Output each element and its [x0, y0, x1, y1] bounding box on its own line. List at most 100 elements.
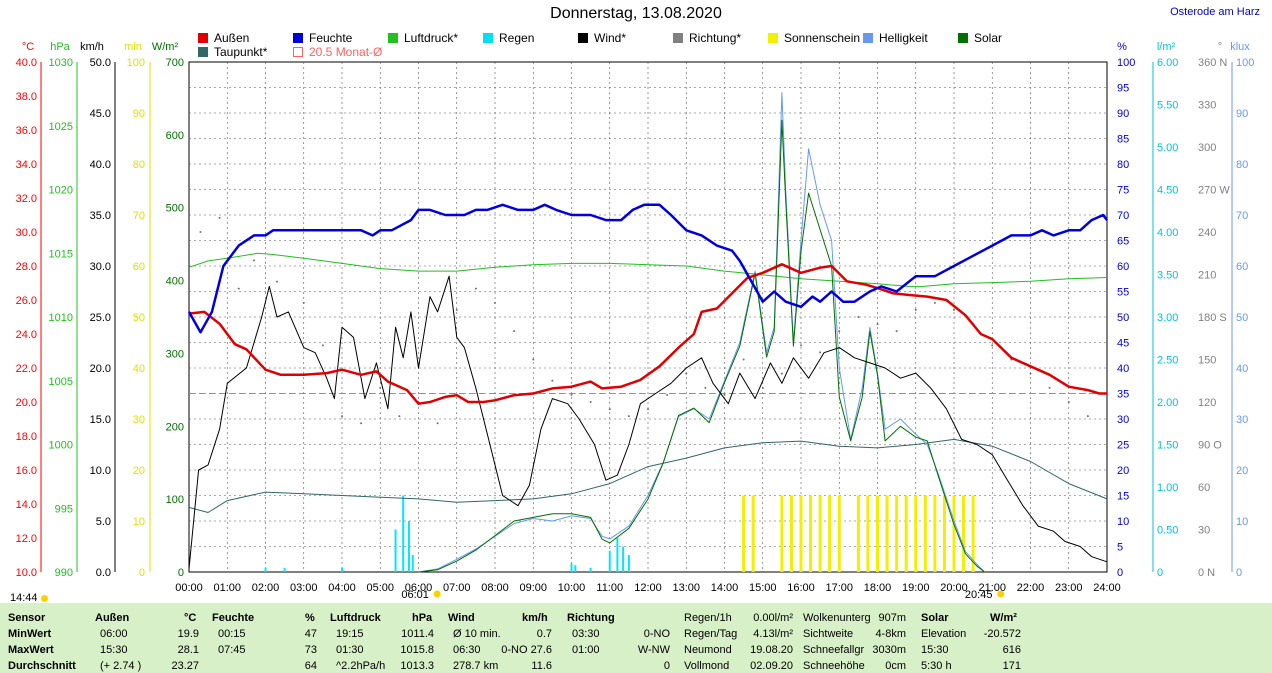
- bar-regen: [411, 555, 414, 572]
- axis-humidity-tick: 30: [1117, 414, 1129, 426]
- legend-swatch: [673, 33, 683, 43]
- bar-regen: [402, 495, 405, 572]
- axis-wind-tick: 45.0: [90, 108, 111, 120]
- x-tick-label: 10:00: [558, 582, 586, 594]
- point-richtung: [857, 316, 860, 318]
- bar-sonnenschein: [904, 495, 908, 572]
- sunrise-label: 06:01: [401, 589, 429, 600]
- bar-sonnenschein: [895, 495, 899, 572]
- sunset-sun-icon: [997, 590, 1005, 598]
- point-richtung: [991, 344, 994, 347]
- legend-label: Wind*: [594, 31, 627, 45]
- axis-humidity-tick: 10: [1117, 516, 1129, 528]
- x-tick-label: 03:00: [290, 582, 318, 594]
- stats-aussen-time: 06:00: [100, 628, 128, 640]
- axis-sunmin-unit: min: [124, 41, 142, 53]
- stats-wolken-value: 0cm: [885, 660, 906, 672]
- axis-rain-tick: 4.00: [1157, 227, 1178, 239]
- legend-item: Luftdruck*: [388, 31, 458, 45]
- legend-item: Taupunkt*: [198, 45, 267, 59]
- point-richtung: [589, 401, 592, 403]
- axis-humidity-tick: 25: [1117, 440, 1129, 452]
- axis-wind-tick: 0.0: [96, 567, 111, 579]
- bar-regen: [574, 565, 577, 572]
- point-richtung: [218, 216, 221, 219]
- series-line-wind: [188, 275, 1108, 569]
- bar-sonnenschein: [962, 495, 966, 572]
- stats-header-sensor: Sensor: [8, 612, 46, 624]
- point-richtung: [1048, 386, 1051, 389]
- point-richtung: [1029, 372, 1032, 375]
- x-tick-label: 02:00: [252, 582, 280, 594]
- bar-regen: [627, 555, 630, 572]
- axis-temp-tick: 38.0: [16, 91, 37, 103]
- station-link[interactable]: Osterode am Harz: [1170, 6, 1260, 18]
- x-tick-label: 22:00: [1017, 582, 1045, 594]
- axis-brightness-tick: 90: [1236, 108, 1248, 120]
- stats-aussen-value: 23.27: [171, 660, 199, 672]
- x-tick-label: 08:00: [481, 582, 509, 594]
- legend-label: Helligkeit: [879, 31, 928, 45]
- axis-wind-tick: 30.0: [90, 261, 111, 273]
- bar-regen: [570, 563, 573, 572]
- axis-rain-tick: 3.50: [1157, 270, 1178, 282]
- legend-label: Feuchte: [309, 31, 353, 45]
- axis-temp-tick: 36.0: [16, 125, 37, 137]
- axis-wind-tick: 25.0: [90, 312, 111, 324]
- stats-header-wind: Wind: [448, 612, 475, 624]
- point-richtung: [933, 301, 936, 304]
- axis-solar-tick: 600: [166, 130, 184, 142]
- axis-direction-tick: 210: [1198, 270, 1216, 282]
- axis-temp-tick: 22.0: [16, 363, 37, 375]
- bar-sonnenschein: [952, 495, 956, 572]
- point-richtung: [532, 358, 535, 361]
- bar-sonnenschein: [876, 495, 879, 572]
- axis-brightness-tick: 30: [1236, 414, 1248, 426]
- stats-solar-value: 171: [1002, 660, 1021, 672]
- series-line-außen: [188, 263, 1107, 405]
- axis-solar-tick: 500: [166, 203, 184, 215]
- axis-pressure-tick: 1005: [49, 376, 73, 388]
- axis-sunmin-tick: 80: [133, 159, 145, 171]
- x-tick-label: 20:00: [940, 582, 968, 594]
- axis-direction-unit: °: [1218, 41, 1222, 53]
- stats-aussen-value: 28.1: [177, 644, 199, 656]
- axis-direction-tick: 330: [1198, 100, 1216, 112]
- axis-sunmin-tick: 100: [127, 57, 145, 69]
- bar-sonnenschein: [799, 495, 803, 572]
- axis-pressure-tick: 1030: [49, 57, 73, 69]
- axis-brightness-tick: 100: [1236, 57, 1254, 69]
- stats-header-druck-unit: hPa: [412, 612, 433, 624]
- legend-item: Wind*: [578, 31, 626, 45]
- axis-temp-tick: 16.0: [16, 465, 37, 477]
- axis-rain-tick: 1.00: [1157, 482, 1178, 494]
- axis-temp-tick: 30.0: [16, 227, 37, 239]
- axis-direction-tick: 270 W: [1198, 185, 1230, 197]
- legend-swatch: [578, 33, 588, 43]
- legend-swatch: [198, 47, 208, 57]
- axis-temp-tick: 32.0: [16, 193, 37, 205]
- axis-rain-tick: 1.50: [1157, 440, 1178, 452]
- stats-feuchte-value: 64: [304, 660, 317, 672]
- bar-sonnenschein: [923, 495, 927, 572]
- point-richtung: [704, 386, 707, 389]
- axis-wind-tick: 40.0: [90, 159, 111, 171]
- axis-pressure-tick: 1025: [49, 121, 73, 133]
- stats-solar-label: 5:30 h: [921, 660, 952, 672]
- stats-feuchte-value: 47: [304, 628, 317, 640]
- axis-wind-tick: 35.0: [90, 210, 111, 222]
- stats-wind-value: 11.6: [531, 660, 552, 672]
- stats-druck-value: 1011.4: [401, 628, 434, 640]
- axis-rain-tick: 0.50: [1157, 525, 1178, 537]
- axis-humidity-tick: 65: [1117, 236, 1129, 248]
- axis-direction-tick: 90 O: [1198, 440, 1222, 452]
- sunrise-sun-icon: [433, 590, 441, 598]
- point-richtung: [237, 287, 240, 290]
- axis-brightness-tick: 60: [1236, 261, 1248, 273]
- axis-humidity-tick: 15: [1117, 491, 1129, 503]
- stats-regen-label: Regen/Tag: [684, 628, 738, 640]
- axis-rain-tick: 5.00: [1157, 142, 1178, 154]
- stats-feuchte-time: 07:45: [218, 644, 246, 656]
- axis-direction-tick: 180 S: [1198, 312, 1227, 324]
- stats-solar-value: -20.572: [983, 628, 1021, 640]
